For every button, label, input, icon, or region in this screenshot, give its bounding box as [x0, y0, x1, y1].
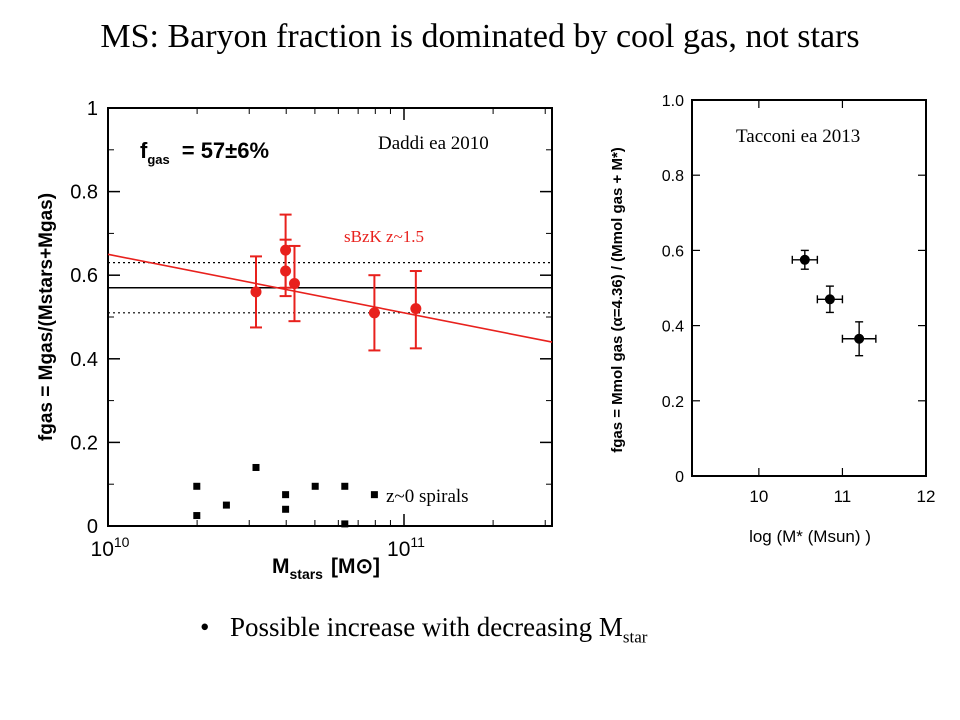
chart-a-point-spiral — [222, 501, 230, 509]
chart-a-xlabel: Mstars [M⊙] — [272, 555, 380, 582]
chart-a-point-sbzk — [410, 303, 422, 315]
chart-a-xtick-label: 1011 — [387, 534, 425, 561]
bullet-point: • Possible increase with decreasing Mstar — [200, 612, 647, 647]
slide-title: MS: Baryon fraction is dominated by cool… — [100, 18, 860, 55]
chart-a-ytick-label: 0.8 — [70, 182, 98, 204]
chart-a-point-sbzk — [288, 278, 300, 290]
chart-a-point-spiral — [341, 520, 349, 528]
chart-a-ytick-label: 1 — [87, 98, 98, 120]
chart-b-xtick-label: 11 — [834, 487, 852, 506]
chart-b-ytick-label: 1.0 — [662, 93, 684, 110]
chart-a-point-spiral — [370, 491, 378, 499]
chart-b-frame — [691, 99, 927, 477]
chart-b-xtick-label: 10 — [749, 487, 768, 506]
chart-a-series-label-spirals: z~0 spirals — [386, 486, 469, 507]
chart-a-series-label-sbzk: sBzK z~1.5 — [344, 227, 424, 246]
chart-b-ytick-label: 0.4 — [662, 319, 684, 336]
chart-b-ytick-label: 0.6 — [662, 243, 684, 260]
chart-b-ytick-label: 0.2 — [662, 394, 684, 411]
chart-a-point-spiral — [252, 463, 260, 471]
chart-a-fgas-label: fgas = 57±6% — [140, 138, 269, 167]
chart-a-point-sbzk — [280, 244, 292, 256]
chart-a-ylabel: fgas = Mgas/(Mstars+Mgas) — [36, 193, 57, 441]
chart-a-point-sbzk — [368, 307, 380, 319]
chart-a-point-spiral — [193, 512, 201, 520]
chart-a-ytick-label: 0.2 — [70, 432, 98, 454]
bullet-dot: • — [200, 612, 210, 642]
chart-a-fit-line — [107, 253, 553, 343]
chart-b-xtick-label: 12 — [917, 487, 936, 506]
chart-a-point-sbzk — [250, 286, 262, 298]
chart-a-point-spiral — [341, 482, 349, 490]
bullet-text: Possible increase with decreasing M — [230, 612, 623, 642]
chart-a-annotation: Daddi ea 2010 — [378, 133, 489, 154]
chart-b-ytick-label: 0 — [675, 469, 684, 486]
chart-a-point-spiral — [193, 482, 201, 490]
chart-b-annotation: Tacconi ea 2013 — [736, 126, 860, 147]
chart-b-point — [854, 333, 865, 344]
chart-a-ytick-label: 0.6 — [70, 265, 98, 287]
bullet-subscript: star — [622, 627, 648, 647]
chart-a-point-spiral — [282, 505, 290, 513]
chart-a-point-spiral — [282, 491, 290, 499]
chart-a-frame — [107, 107, 553, 527]
chart-b-point — [824, 294, 835, 305]
chart-b-ytick-label: 0.8 — [662, 168, 684, 185]
chart-a-ytick-label: 0.4 — [70, 349, 98, 371]
chart-b-point — [799, 254, 810, 265]
chart-b-ylabel: fgas = Mmol gas (α=4.36) / (Mmol gas + M… — [609, 147, 626, 453]
chart-a-xtick-label: 1010 — [91, 534, 130, 561]
chart-a-point-spiral — [311, 482, 319, 490]
chart-b-xlabel: log (M* (Msun) ) — [749, 527, 871, 546]
chart-a-ytick-label: 0 — [87, 516, 98, 538]
